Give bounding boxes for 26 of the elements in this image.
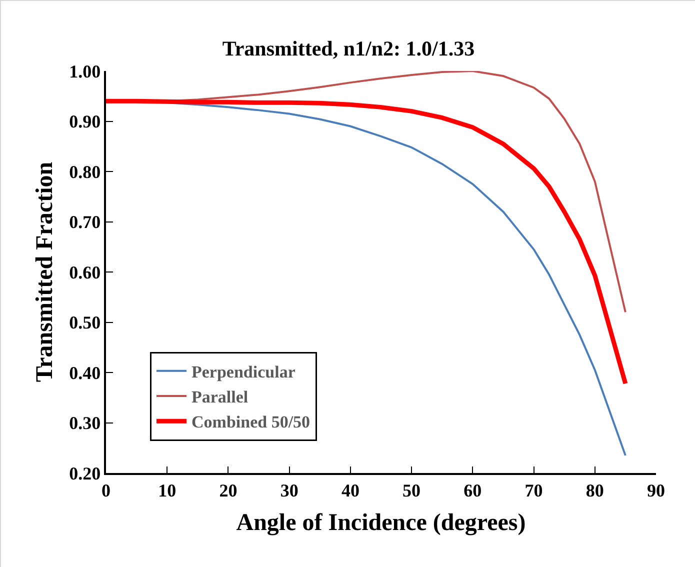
x-tick-label: 40 <box>341 480 360 500</box>
x-tick-label: 80 <box>586 480 604 500</box>
x-tick-label: 30 <box>280 480 298 500</box>
x-tick-label: 10 <box>158 480 176 500</box>
y-tick-label: 0.20 <box>69 463 101 484</box>
legend-label: Parallel <box>192 388 248 407</box>
x-tick-label: 0 <box>102 480 110 500</box>
y-axis-title: Transmitted Fraction <box>32 162 58 382</box>
chart-title: Transmitted, n1/n2: 1.0/1.33 <box>222 36 475 60</box>
line-series <box>106 98 628 386</box>
y-tick-label: 0.50 <box>69 312 101 333</box>
y-tick-label: 0.60 <box>69 262 101 282</box>
y-tick-label: 0.30 <box>69 413 101 434</box>
x-tick-label: 70 <box>524 480 543 500</box>
legend-label: Perpendicular <box>192 362 296 382</box>
y-tick-label: 0.70 <box>69 212 101 232</box>
y-tick-label: 0.40 <box>69 362 101 383</box>
y-tick-label: 0.80 <box>69 162 101 182</box>
y-tick-label: 1.00 <box>69 61 101 82</box>
x-tick-label: 90 <box>647 480 665 500</box>
x-tick-label: 50 <box>402 480 421 500</box>
x-tick-label: 60 <box>464 480 482 500</box>
y-tick-label: 0.90 <box>69 112 101 132</box>
x-axis-title: Angle of Incidence (degrees) <box>236 510 526 536</box>
x-tick-label: 20 <box>219 480 238 500</box>
legend-label: Combined 50/50 <box>192 412 310 432</box>
